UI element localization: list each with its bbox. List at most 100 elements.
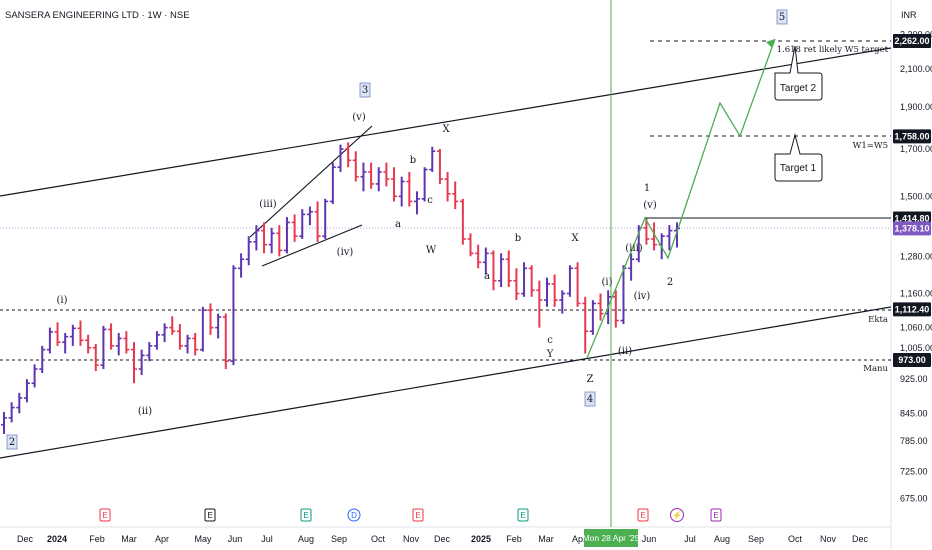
ohlc-bar bbox=[475, 244, 482, 269]
ohlc-bar bbox=[345, 142, 352, 168]
ohlc-bar bbox=[207, 303, 214, 335]
ohlc-bar bbox=[138, 349, 145, 376]
event-icon-letter: E bbox=[102, 511, 107, 520]
target-2-callout[interactable]: Target 2 bbox=[774, 45, 823, 101]
wave-label: 2 bbox=[667, 277, 673, 288]
price-tag-box bbox=[893, 302, 931, 317]
ohlc-bar bbox=[23, 379, 30, 403]
earnings-event-icon[interactable]: E bbox=[204, 508, 216, 522]
time-axis[interactable]: Dec 2024 Feb Mar Apr May Jun Jul Aug Sep Oct Nov Dec… bbox=[17, 534, 869, 544]
earnings-event-icon[interactable]: D bbox=[347, 508, 361, 522]
x-tick-label: May bbox=[194, 534, 212, 544]
earnings-event-icon[interactable]: E bbox=[99, 508, 111, 522]
ohlc-bar bbox=[108, 323, 115, 350]
earnings-event-icon[interactable]: E bbox=[637, 508, 649, 522]
ohlc-bar bbox=[398, 176, 405, 207]
y-tick-label: 2,100.00 bbox=[900, 64, 932, 74]
crosshair-date-box bbox=[584, 529, 638, 547]
y-tick-label: 675.00 bbox=[900, 493, 928, 503]
wave-label: 3 bbox=[362, 85, 368, 96]
y-tick-label: 925.00 bbox=[900, 374, 928, 384]
w5-target-annotation: 1.618 ret likely W5 target bbox=[777, 45, 889, 55]
y-tick-label: 845.00 bbox=[900, 408, 928, 418]
ohlc-bar bbox=[383, 162, 390, 187]
price-tag-value: 973.00 bbox=[898, 355, 926, 365]
ohlc-bar bbox=[230, 265, 237, 366]
ohlc-bar bbox=[222, 313, 229, 370]
wave-label-box bbox=[6, 434, 18, 450]
ohlc-bar bbox=[391, 167, 398, 202]
ohlc-bar bbox=[551, 274, 558, 307]
ohlc-bar bbox=[153, 331, 160, 350]
ohlc-bar bbox=[261, 222, 268, 254]
wave-label: 1 bbox=[644, 183, 650, 194]
x-tick-label: Aug bbox=[298, 534, 314, 544]
x-tick-label: 2024 bbox=[47, 534, 67, 544]
ohlc-bar bbox=[31, 364, 38, 388]
wedge-lower-line bbox=[261, 224, 363, 267]
x-tick-label: Mar bbox=[121, 534, 137, 544]
ohlc-bar bbox=[452, 181, 459, 210]
ohlc-bar bbox=[291, 214, 298, 242]
x-tick-label: Sep bbox=[331, 534, 347, 544]
ohlc-bar bbox=[589, 300, 596, 335]
ohlc-bar bbox=[100, 325, 107, 370]
upper-channel-line bbox=[0, 47, 892, 197]
wave-label: (iv) bbox=[634, 291, 651, 302]
y-tick-label: 725.00 bbox=[900, 466, 928, 476]
wave-label: a bbox=[484, 271, 490, 282]
event-icon-letter: E bbox=[520, 511, 525, 520]
y-tick-label: 785.00 bbox=[900, 436, 928, 446]
ohlc-bar bbox=[498, 253, 505, 288]
ohlc-bar bbox=[253, 225, 260, 251]
target-1-callout[interactable]: Target 1 bbox=[774, 133, 823, 182]
projection-arrow-head bbox=[766, 39, 775, 48]
wave-label: (i) bbox=[56, 295, 67, 306]
x-tick-label: Oct bbox=[788, 534, 803, 544]
ohlc-bar bbox=[574, 262, 581, 307]
event-icon-letter: E bbox=[415, 511, 420, 520]
wave-label: (iii) bbox=[625, 243, 642, 254]
earnings-event-icon[interactable]: E bbox=[300, 508, 312, 522]
wave-label: Y bbox=[546, 349, 554, 360]
price-tag-value: 1,414.80 bbox=[894, 213, 929, 223]
x-tick-label: Jul bbox=[261, 534, 273, 544]
earnings-event-icon[interactable]: ⚡ bbox=[670, 508, 684, 522]
ohlc-bar bbox=[245, 236, 252, 266]
earnings-event-icon[interactable]: E bbox=[517, 508, 529, 522]
ohlc-bar bbox=[543, 277, 550, 307]
ohlc-bar bbox=[1, 411, 7, 435]
ohlc-bar bbox=[597, 293, 604, 321]
ohlc-bar bbox=[368, 162, 375, 189]
y-tick-label: 1,280.00 bbox=[900, 251, 932, 261]
y-tick-label: 1,005.00 bbox=[900, 343, 932, 353]
ohlc-bar bbox=[421, 167, 428, 202]
ohlc-bar bbox=[184, 334, 191, 354]
ohlc-bar bbox=[276, 225, 283, 257]
ohlc-bar bbox=[505, 250, 512, 288]
wave-label: 5 bbox=[779, 12, 785, 23]
ohlc-bar bbox=[176, 324, 183, 350]
wave-label: b bbox=[515, 233, 521, 244]
price-tags: 2,262.00 1,758.00 1,414.801,378.10 1,112.40… bbox=[893, 34, 931, 367]
ohlc-bar bbox=[16, 392, 23, 414]
price-tag-value: 2,262.00 bbox=[894, 36, 929, 46]
ohlc-bar bbox=[651, 222, 658, 251]
manu-annotation: Manu bbox=[863, 364, 888, 374]
y-tick-label: 1,700.00 bbox=[900, 144, 932, 154]
event-icon-letter: E bbox=[713, 511, 718, 520]
x-tick-label: Jul bbox=[684, 534, 696, 544]
wave-label: (v) bbox=[643, 200, 657, 211]
x-tick-label: Aug bbox=[714, 534, 730, 544]
y-tick-label: 1,500.00 bbox=[900, 191, 932, 201]
earnings-event-icon[interactable]: E bbox=[412, 508, 424, 522]
wave-label: b bbox=[410, 155, 416, 166]
earnings-event-icon[interactable]: E bbox=[710, 508, 722, 522]
y-tick-label: 1,160.00 bbox=[900, 289, 932, 299]
ohlc-bar bbox=[612, 290, 619, 328]
ohlc-bar bbox=[528, 265, 535, 297]
x-tick-label: Feb bbox=[89, 534, 105, 544]
ohlc-bar bbox=[337, 144, 344, 172]
event-icons[interactable]: E E E D E E E ⚡ E bbox=[99, 508, 722, 522]
